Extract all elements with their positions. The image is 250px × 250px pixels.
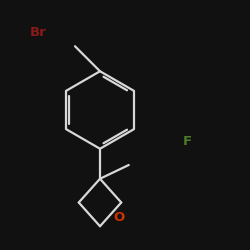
Text: F: F xyxy=(182,135,192,148)
Text: O: O xyxy=(113,211,124,224)
Text: Br: Br xyxy=(30,26,47,39)
